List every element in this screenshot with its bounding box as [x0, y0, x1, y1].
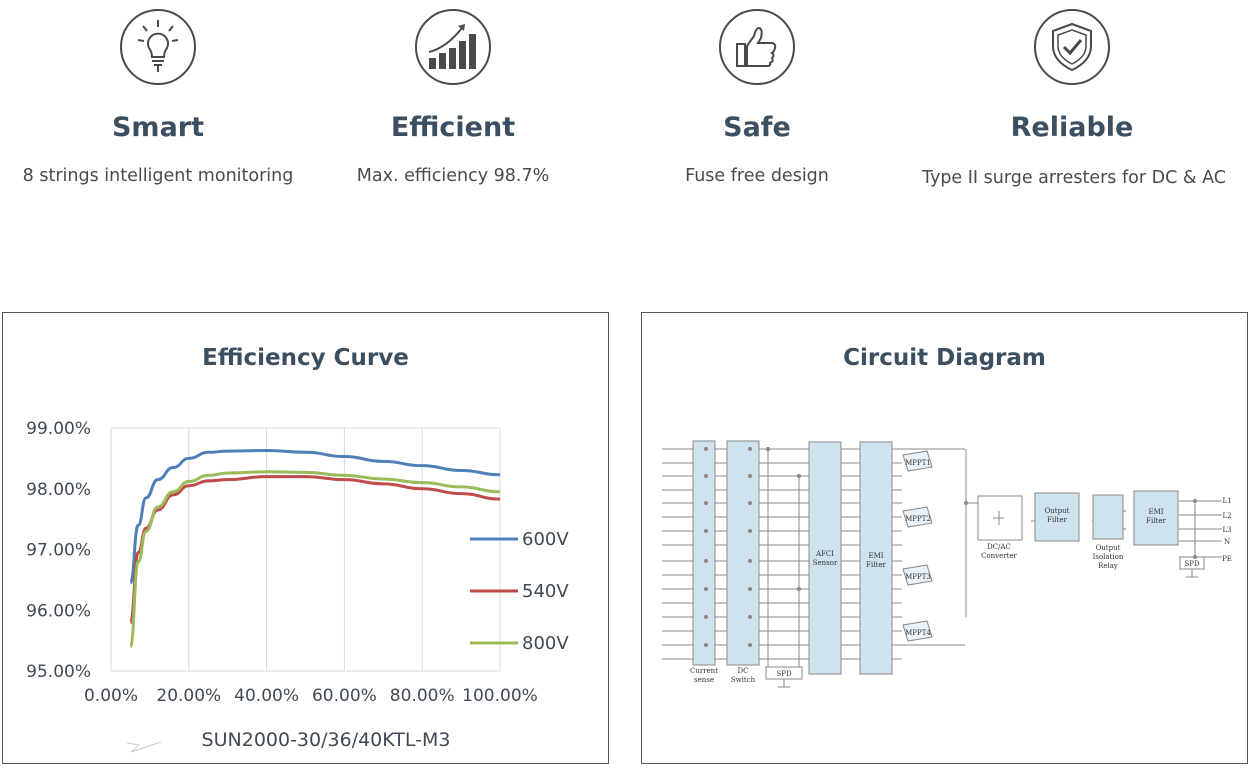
y-tick-label: 97.00% — [26, 541, 91, 561]
circuit-diagram-title: Circuit Diagram — [843, 345, 1046, 371]
dc-switch-label: DC — [738, 667, 749, 675]
current-sense-label: sense — [694, 676, 714, 684]
output-l1: L1 — [1222, 497, 1231, 505]
relay-label: Relay — [1098, 562, 1118, 570]
circuit-diagram-panel: Circuit Diagram — [641, 312, 1248, 764]
output-filter-label: Output — [1045, 507, 1070, 515]
y-tick-label: 95.00% — [26, 662, 91, 682]
x-tick-label: 40.00% — [234, 686, 299, 706]
emi-filter-label: Filter — [866, 561, 886, 569]
thumbs-up-icon — [718, 8, 796, 86]
mppt3-label: MPPT3 — [905, 573, 931, 581]
mppt1-label: MPPT1 — [905, 459, 931, 467]
x-tick-label: 100.00% — [462, 686, 538, 706]
afci-sensor-label: AFCI — [815, 550, 834, 558]
emi-filter-label: EMI — [868, 552, 883, 560]
y-tick-label: 99.00% — [26, 419, 91, 439]
mppt4-label: MPPT4 — [905, 629, 931, 637]
current-sense-label: Current — [690, 667, 718, 675]
legend-label: 800V — [522, 633, 569, 654]
efficiency-curve-title: Efficiency Curve — [202, 345, 409, 371]
afci-sensor-label: Sensor — [813, 559, 838, 567]
series-line-600V — [128, 448, 501, 585]
dcac-label: DC/AC — [987, 543, 1011, 551]
dc-switch-label: Switch — [731, 676, 756, 684]
output-pe: PE — [1222, 555, 1232, 563]
y-tick-label: 98.00% — [26, 480, 91, 500]
circuit-diagram: Current sense DC Switch SPD AFCI Sensor … — [662, 440, 1232, 688]
output-l3: L3 — [1222, 526, 1231, 534]
legend-label: 600V — [522, 529, 569, 550]
feature-description: Fuse free design — [685, 166, 829, 186]
output-filter-label: Filter — [1047, 516, 1067, 524]
feature-description: Type II surge arresters for DC & AC — [922, 168, 1226, 188]
ac-spd-label: SPD — [1184, 560, 1200, 568]
output-n: N — [1224, 538, 1230, 546]
efficiency-curve-panel: Efficiency Curve 0.00% 20.00% 40.00% 60.00%… — [2, 312, 609, 764]
shield-check-icon — [1033, 8, 1111, 86]
x-tick-label: 20.00% — [156, 686, 221, 706]
chart-subtitle: SUN2000-30/36/40KTL-M3 — [202, 729, 451, 751]
legend-label: 540V — [522, 581, 569, 602]
emi-filter-label: EMI — [1148, 508, 1163, 516]
emi-filter-label: Filter — [1146, 517, 1166, 525]
y-tick-label: 96.00% — [26, 601, 91, 621]
feature-description: Max. efficiency 98.7% — [356, 166, 550, 186]
mppt2-label: MPPT2 — [905, 515, 931, 523]
series-line-800V — [128, 470, 501, 649]
relay-label: Output — [1096, 544, 1121, 552]
dcac-label: Converter — [981, 552, 1017, 560]
feature-description: 8 strings intelligent monitoring — [22, 166, 294, 186]
lightbulb-icon — [119, 8, 197, 86]
efficiency-chart: 0.00% 20.00% 40.00% 60.00% 80.00% 100.00% 95.0… — [26, 419, 569, 753]
output-l2: L2 — [1222, 512, 1231, 520]
feature-title: Smart — [111, 112, 205, 143]
growth-chart-icon — [414, 8, 492, 86]
x-tick-label: 80.00% — [390, 686, 455, 706]
x-tick-label: 0.00% — [84, 686, 138, 706]
feature-title: Safe — [723, 112, 791, 143]
relay-label: Isolation — [1093, 553, 1124, 561]
x-tick-label: 60.00% — [312, 686, 377, 706]
feature-title: Reliable — [1010, 112, 1134, 143]
series-line-540V — [128, 475, 501, 624]
feature-title: Efficient — [390, 112, 516, 143]
spd-label: SPD — [776, 670, 792, 678]
